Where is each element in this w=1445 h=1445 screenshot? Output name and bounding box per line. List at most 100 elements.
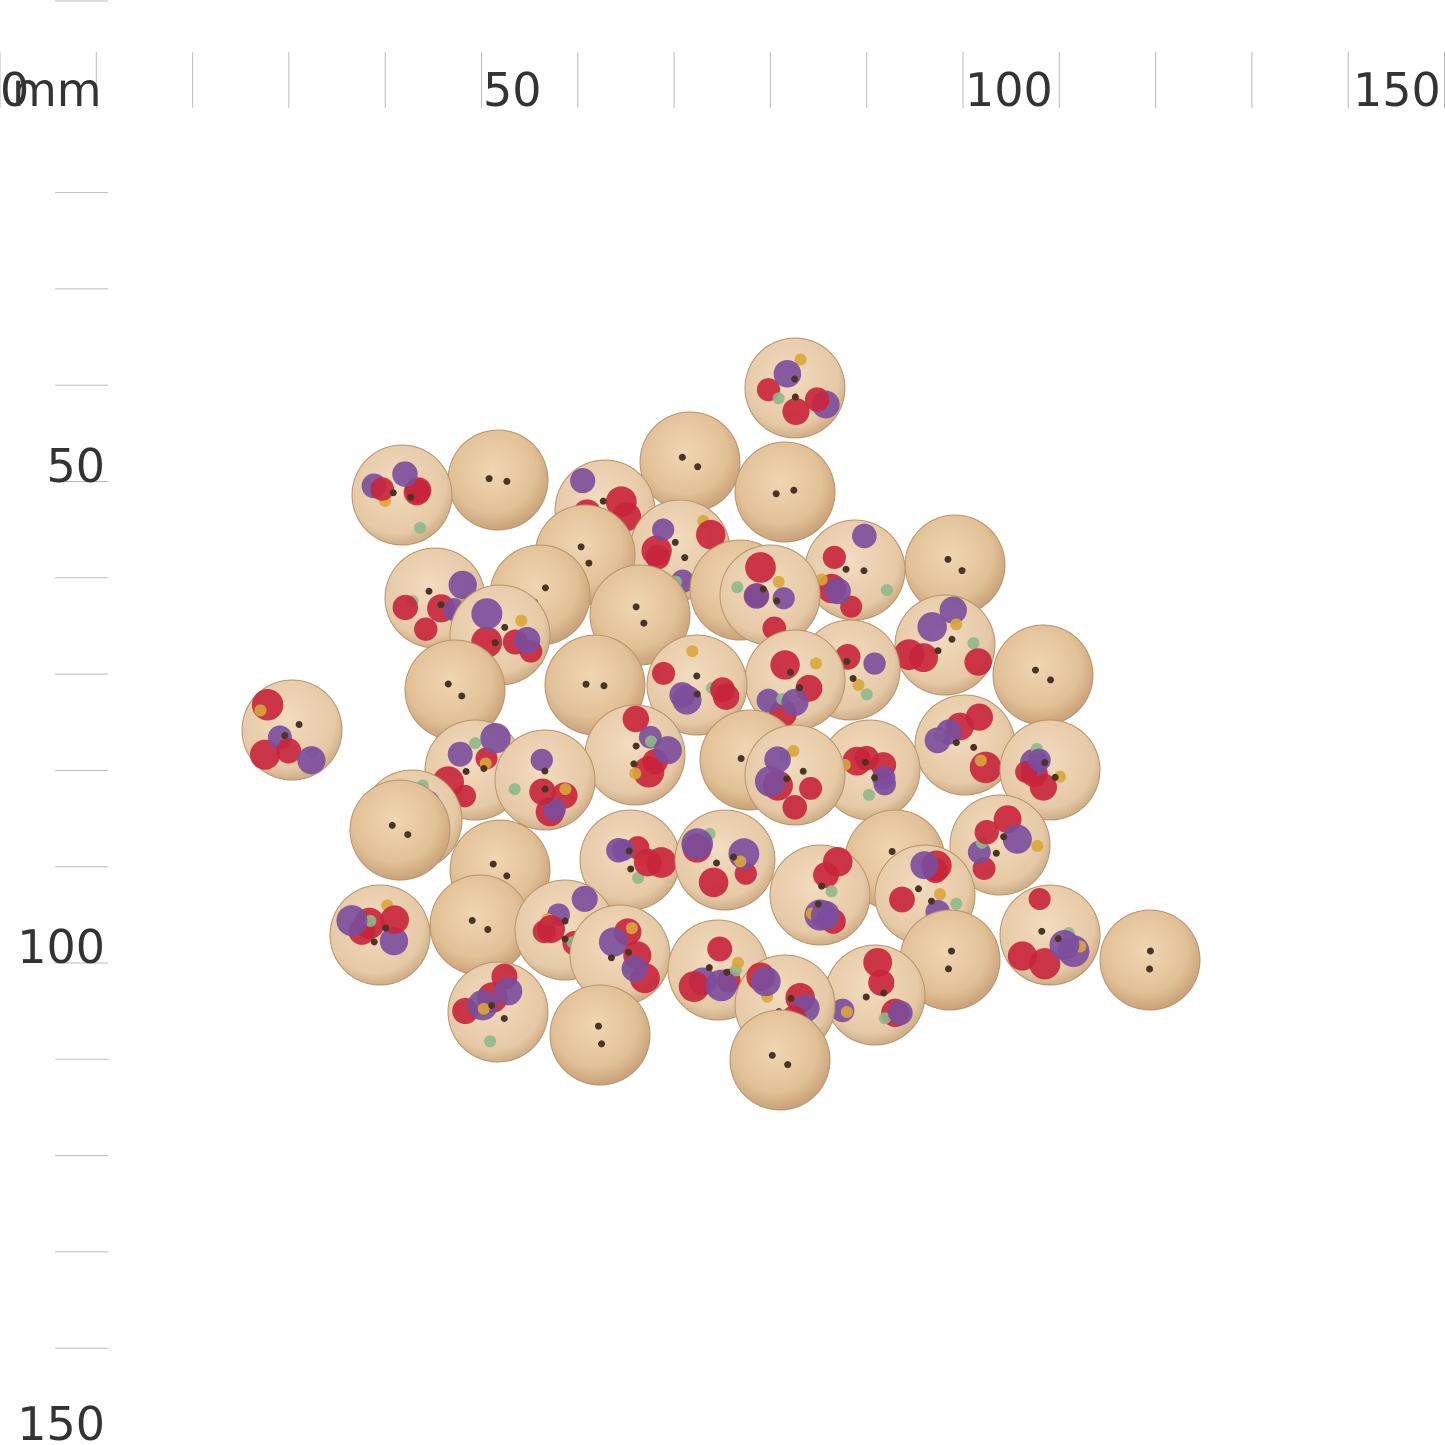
button-hole <box>500 1014 508 1022</box>
button-hole <box>768 1051 776 1059</box>
button-hole <box>468 917 476 925</box>
button-hole <box>388 821 396 829</box>
button-hole <box>723 968 731 976</box>
heart-print <box>508 783 521 796</box>
button-hole <box>784 1061 792 1069</box>
button-hole <box>503 477 511 485</box>
ruler-top-label: 50 <box>483 63 542 117</box>
heart-print <box>863 652 886 675</box>
heart-print <box>1028 887 1051 911</box>
button-hole <box>934 647 942 655</box>
button-hole <box>678 453 686 461</box>
heart-print <box>810 900 840 930</box>
heart-print <box>606 838 631 863</box>
button-hole <box>814 900 822 908</box>
heart-print <box>515 614 528 627</box>
heart-print <box>731 956 744 969</box>
heart-print <box>880 584 893 597</box>
button-hole <box>640 619 648 627</box>
heart-print <box>852 523 877 549</box>
printed-button <box>804 519 906 621</box>
heart-print <box>924 727 951 754</box>
printed-button <box>241 679 343 781</box>
button-hole <box>561 935 569 943</box>
heart-print <box>570 468 596 494</box>
ruler-left-label: 50 <box>46 439 105 493</box>
heart-print <box>705 969 738 1002</box>
heart-print <box>772 575 785 588</box>
button-hole <box>948 947 956 955</box>
printed-button <box>646 634 748 736</box>
heart-print <box>336 905 368 937</box>
heart-print <box>917 612 947 642</box>
heart-print <box>863 947 893 977</box>
heart-print <box>908 643 939 673</box>
heart-print <box>822 545 846 570</box>
heart-print <box>529 778 556 805</box>
heart-print <box>794 353 807 366</box>
button-hole <box>607 954 615 962</box>
printed-button <box>999 884 1101 986</box>
printed-button <box>329 884 431 986</box>
heart-print <box>392 461 418 487</box>
printed-button <box>674 809 776 911</box>
printed-button <box>744 724 846 826</box>
heart-print <box>862 788 875 801</box>
button-hole <box>786 668 794 676</box>
button-hole <box>1146 965 1154 973</box>
button-hole <box>488 1002 496 1010</box>
button-hole <box>772 490 780 498</box>
heart-print <box>967 637 980 650</box>
ruler-top-label: 100 <box>965 63 1053 117</box>
printed-button <box>351 444 453 546</box>
heart-print <box>964 648 992 676</box>
heart-print <box>622 705 650 733</box>
heart-print <box>370 477 395 501</box>
button-hole <box>944 555 952 563</box>
ruler-left-label: 100 <box>17 920 105 974</box>
heart-print <box>414 617 438 641</box>
printed-button <box>999 719 1101 821</box>
button-hole <box>671 538 679 546</box>
heart-print <box>249 739 281 770</box>
button-hole <box>693 690 701 698</box>
heart-print <box>974 754 987 767</box>
heart-print <box>1002 824 1032 854</box>
heart-print <box>672 685 702 715</box>
printed-button <box>914 694 1016 796</box>
plain-button <box>992 624 1094 726</box>
button-hole <box>948 635 956 643</box>
button-body <box>447 961 549 1063</box>
heart-print <box>448 570 477 600</box>
heart-print <box>950 897 963 910</box>
button-hole <box>404 831 412 839</box>
heart-print <box>678 971 710 1002</box>
button-hole <box>681 554 689 562</box>
plain-button <box>734 441 836 543</box>
button-hole <box>541 584 549 592</box>
heart-print <box>297 746 326 775</box>
button-body <box>729 1009 831 1111</box>
heart-print <box>1029 948 1061 980</box>
button-hole <box>796 684 804 692</box>
heart-print <box>799 776 823 800</box>
button-hole <box>632 742 640 750</box>
button-hole <box>842 565 850 573</box>
heart-print <box>480 722 511 754</box>
button-hole <box>1146 947 1154 955</box>
heart-print <box>632 871 645 884</box>
button-hole <box>425 587 433 595</box>
heart-print <box>453 784 477 808</box>
plain-button <box>729 1009 831 1111</box>
heart-print <box>965 703 993 731</box>
button-body <box>549 984 651 1086</box>
heart-print <box>1031 839 1044 852</box>
heart-print <box>887 1000 913 1026</box>
heart-print <box>822 847 853 877</box>
button-hole <box>818 882 826 890</box>
button-hole <box>491 639 499 647</box>
heart-print <box>750 966 781 997</box>
heart-print <box>710 677 735 703</box>
button-hole <box>928 897 936 905</box>
